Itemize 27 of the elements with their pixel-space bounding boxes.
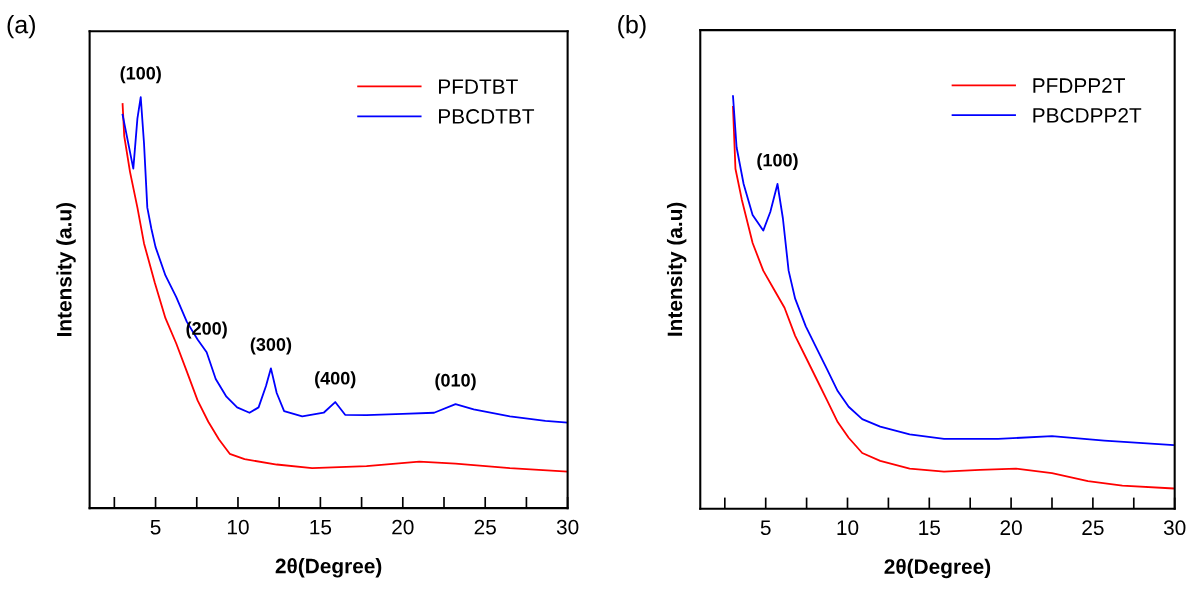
x-tick-label: 5 [150, 519, 161, 535]
x-tick-label: 10 [227, 519, 249, 535]
annotation: (010) [435, 373, 476, 391]
x-tick-label: 30 [1163, 520, 1186, 536]
x-tick-label: 5 [760, 520, 771, 536]
y-axis-title: Intensity (a.u) [666, 202, 687, 336]
annotation: (400) [315, 371, 356, 389]
x-tick-label: 15 [919, 520, 941, 536]
x-tick-label: 25 [1082, 520, 1104, 536]
legend-label: PFDTBT [439, 79, 518, 94]
annotation: (300) [250, 337, 292, 355]
legend-label: PBCDPP2T [1033, 107, 1142, 123]
legend-label: PBCDTBT [439, 109, 535, 124]
y-axis-title: Intensity (a.u) [56, 203, 76, 337]
x-tick-label: 20 [392, 519, 414, 535]
chart-title: (b) [618, 15, 646, 39]
x-tick-label: 30 [556, 519, 579, 535]
annotation: (100) [757, 153, 798, 171]
x-tick-label: 15 [310, 519, 332, 535]
x-tick-label: 25 [474, 519, 496, 535]
x-axis-title: 2θ(Degree) [275, 558, 382, 578]
x-axis-title: 2θ(Degree) [884, 558, 991, 579]
x-tick-label: 10 [837, 520, 859, 536]
legend-label: PFDPP2T [1033, 78, 1126, 93]
annotation: (100) [120, 66, 161, 84]
chart-title: (a) [7, 15, 35, 39]
x-tick-label: 20 [1000, 520, 1022, 536]
